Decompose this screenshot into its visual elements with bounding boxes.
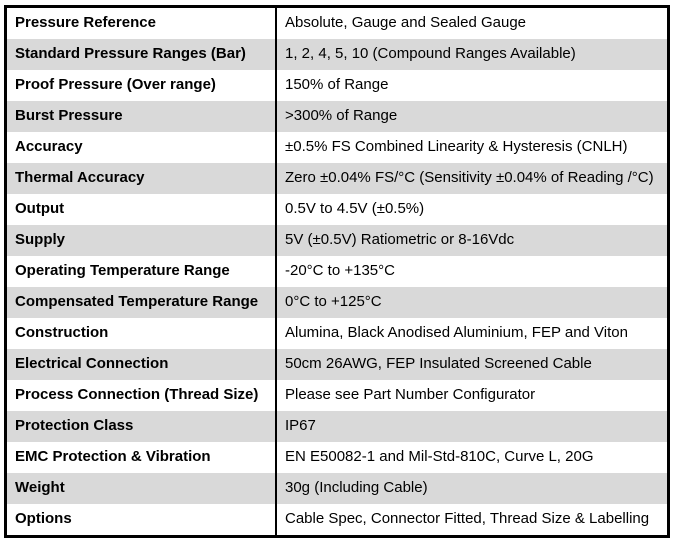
spec-value: 0.5V to 4.5V (±0.5%) [276, 194, 669, 225]
table-row: Pressure Reference Absolute, Gauge and Se… [5, 6, 669, 39]
table-row: EMC Protection & Vibration EN E50082-1 an… [5, 442, 669, 473]
spec-value: Zero ±0.04% FS/°C (Sensitivity ±0.04% of… [276, 163, 669, 194]
spec-label: Process Connection (Thread Size) [5, 380, 277, 411]
spec-value: 30g (Including Cable) [276, 473, 669, 504]
spec-value: 1, 2, 4, 5, 10 (Compound Ranges Availabl… [276, 39, 669, 70]
spec-label: Accuracy [5, 132, 277, 163]
spec-label: EMC Protection & Vibration [5, 442, 277, 473]
spec-value: Please see Part Number Configurator [276, 380, 669, 411]
spec-label: Pressure Reference [5, 6, 277, 39]
specification-table: Pressure Reference Absolute, Gauge and Se… [4, 5, 670, 538]
spec-label: Compensated Temperature Range [5, 287, 277, 318]
table-row: Compensated Temperature Range 0°C to +125… [5, 287, 669, 318]
spec-label: Burst Pressure [5, 101, 277, 132]
spec-value: 0°C to +125°C [276, 287, 669, 318]
spec-value: 50cm 26AWG, FEP Insulated Screened Cable [276, 349, 669, 380]
spec-value: EN E50082-1 and Mil-Std-810C, Curve L, 2… [276, 442, 669, 473]
spec-label: Protection Class [5, 411, 277, 442]
spec-value: Cable Spec, Connector Fitted, Thread Siz… [276, 504, 669, 537]
spec-label: Electrical Connection [5, 349, 277, 380]
table-row: Output 0.5V to 4.5V (±0.5%) [5, 194, 669, 225]
table-row: Weight 30g (Including Cable) [5, 473, 669, 504]
spec-value: -20°C to +135°C [276, 256, 669, 287]
spec-label: Thermal Accuracy [5, 163, 277, 194]
spec-value: >300% of Range [276, 101, 669, 132]
table-row: Protection Class IP67 [5, 411, 669, 442]
spec-label: Weight [5, 473, 277, 504]
spec-label: Standard Pressure Ranges (Bar) [5, 39, 277, 70]
spec-value: Alumina, Black Anodised Aluminium, FEP a… [276, 318, 669, 349]
spec-value: IP67 [276, 411, 669, 442]
table-row: Thermal Accuracy Zero ±0.04% FS/°C (Sensi… [5, 163, 669, 194]
table-row: Proof Pressure (Over range) 150% of Range [5, 70, 669, 101]
spec-label: Supply [5, 225, 277, 256]
spec-value: Absolute, Gauge and Sealed Gauge [276, 6, 669, 39]
spec-label: Proof Pressure (Over range) [5, 70, 277, 101]
table-row: Operating Temperature Range -20°C to +135… [5, 256, 669, 287]
table-row: Construction Alumina, Black Anodised Alum… [5, 318, 669, 349]
table-row: Supply 5V (±0.5V) Ratiometric or 8-16Vdc [5, 225, 669, 256]
spec-label: Options [5, 504, 277, 537]
table-row: Electrical Connection 50cm 26AWG, FEP Ins… [5, 349, 669, 380]
specification-table-body: Pressure Reference Absolute, Gauge and Se… [5, 6, 669, 537]
spec-value: 5V (±0.5V) Ratiometric or 8-16Vdc [276, 225, 669, 256]
spec-label: Output [5, 194, 277, 225]
table-row: Options Cable Spec, Connector Fitted, Thr… [5, 504, 669, 537]
spec-value: 150% of Range [276, 70, 669, 101]
spec-label: Construction [5, 318, 277, 349]
table-row: Standard Pressure Ranges (Bar) 1, 2, 4, 5… [5, 39, 669, 70]
spec-value: ±0.5% FS Combined Linearity & Hysteresis… [276, 132, 669, 163]
spec-label: Operating Temperature Range [5, 256, 277, 287]
table-row: Process Connection (Thread Size) Please s… [5, 380, 669, 411]
table-row: Burst Pressure >300% of Range [5, 101, 669, 132]
table-row: Accuracy ±0.5% FS Combined Linearity & Hy… [5, 132, 669, 163]
